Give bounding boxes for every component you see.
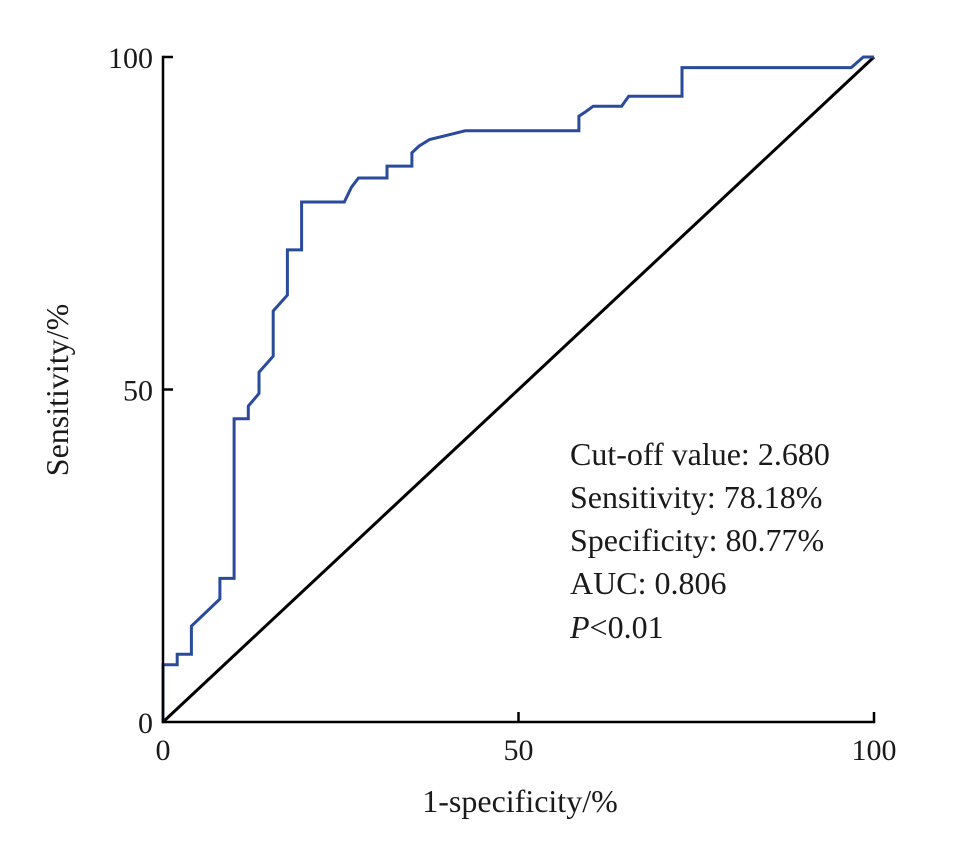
specificity-label: Specificity: 80.77% <box>570 522 824 558</box>
y-tick-label: 0 <box>138 707 153 740</box>
x-tick-label: 0 <box>156 734 171 767</box>
y-tick-label: 100 <box>108 42 153 75</box>
reference-line <box>161 55 876 724</box>
sensitivity-label: Sensitivity: 78.18% <box>570 479 822 515</box>
x-tick-label: 50 <box>504 734 534 767</box>
p-symbol: P <box>569 609 590 645</box>
p-value: <0.01 <box>590 609 664 645</box>
stats-annotation: Cut-off value: 2.680 Sensitivity: 78.18%… <box>569 436 830 645</box>
y-axis-title: Sensitivity/% <box>39 304 75 476</box>
p-value-label: P<0.01 <box>569 609 664 645</box>
y-tick-label: 50 <box>123 375 153 408</box>
plot-marks <box>161 55 876 724</box>
x-tick-label: 100 <box>852 734 897 767</box>
auc-label: AUC: 0.806 <box>570 565 726 601</box>
roc-curve <box>161 55 874 722</box>
cutoff-label: Cut-off value: 2.680 <box>570 436 830 472</box>
x-axis-title: 1-specificity/% <box>422 783 617 819</box>
axis-ticks: 0 50 100 0 50 100 <box>108 42 897 767</box>
